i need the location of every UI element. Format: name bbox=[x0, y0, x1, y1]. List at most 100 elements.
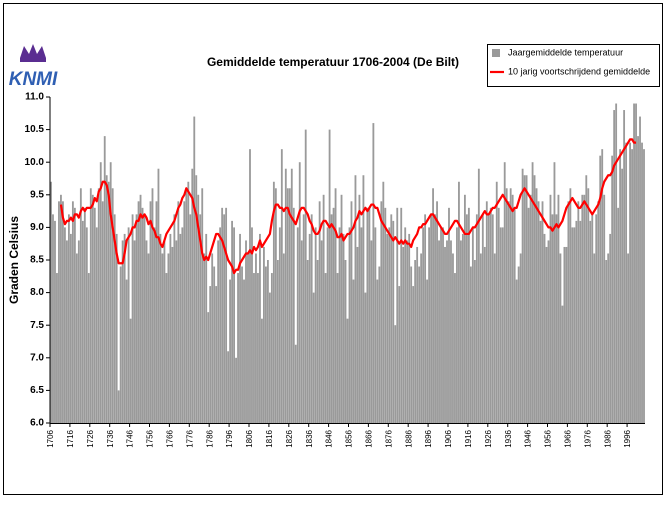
bar bbox=[356, 246, 359, 423]
bar bbox=[292, 207, 295, 423]
bar bbox=[418, 266, 421, 423]
bar bbox=[131, 214, 134, 423]
bar bbox=[177, 201, 180, 423]
x-tick-label: 1726 bbox=[86, 429, 95, 447]
bar bbox=[549, 194, 552, 423]
bar bbox=[591, 214, 594, 423]
x-tick-label: 1976 bbox=[583, 429, 592, 447]
x-tick-label: 1766 bbox=[166, 429, 175, 447]
bar bbox=[54, 220, 56, 423]
bar bbox=[207, 312, 210, 423]
bar bbox=[209, 286, 212, 423]
bar bbox=[633, 103, 635, 424]
bar bbox=[358, 194, 361, 423]
bar bbox=[368, 207, 371, 423]
bar bbox=[493, 253, 496, 423]
bar bbox=[181, 227, 184, 423]
bar bbox=[89, 188, 92, 423]
bar bbox=[282, 253, 285, 423]
bar bbox=[430, 214, 432, 423]
bar bbox=[280, 149, 283, 423]
x-tick-label: 1756 bbox=[146, 429, 155, 447]
bar bbox=[173, 214, 176, 423]
bar bbox=[412, 286, 415, 423]
bar bbox=[107, 181, 110, 423]
bar bbox=[290, 168, 293, 423]
bar bbox=[511, 194, 514, 423]
bar bbox=[621, 168, 624, 423]
bar bbox=[479, 253, 482, 423]
bar bbox=[625, 142, 628, 423]
bar bbox=[229, 279, 232, 423]
x-tick-label: 1806 bbox=[245, 429, 254, 447]
moving-average-line bbox=[59, 138, 637, 275]
y-tick-label: 6.0 bbox=[30, 418, 44, 429]
bar bbox=[109, 162, 112, 423]
bar bbox=[268, 292, 271, 423]
bar bbox=[233, 227, 235, 423]
bar bbox=[501, 227, 504, 423]
bar bbox=[491, 214, 494, 423]
bar bbox=[79, 188, 82, 423]
bar bbox=[635, 103, 637, 424]
y-tick-label: 10.0 bbox=[25, 157, 45, 168]
bar bbox=[406, 240, 409, 423]
bar bbox=[420, 253, 423, 423]
bar bbox=[344, 260, 347, 423]
bar bbox=[111, 188, 114, 423]
x-tick-label: 1916 bbox=[464, 429, 473, 447]
bar bbox=[509, 188, 512, 423]
y-tick-label: 9.0 bbox=[30, 222, 44, 233]
bar bbox=[370, 240, 373, 423]
bar bbox=[485, 201, 488, 423]
bar bbox=[503, 162, 506, 423]
bar bbox=[151, 188, 154, 423]
y-tick-label: 10.5 bbox=[25, 124, 45, 135]
legend-swatch bbox=[492, 49, 500, 57]
bar bbox=[201, 188, 204, 423]
bar bbox=[408, 233, 411, 423]
x-tick-label: 1866 bbox=[364, 429, 373, 447]
bar bbox=[483, 246, 486, 423]
bar bbox=[185, 188, 188, 423]
bar bbox=[573, 227, 576, 423]
bar bbox=[264, 266, 267, 423]
bar bbox=[537, 201, 540, 423]
bar bbox=[328, 129, 331, 423]
bar bbox=[342, 233, 345, 423]
bar bbox=[149, 201, 152, 423]
bar bbox=[298, 162, 301, 423]
bar bbox=[340, 194, 343, 423]
y-tick-label: 9.5 bbox=[30, 189, 44, 200]
x-tick-label: 1886 bbox=[404, 429, 413, 447]
bar bbox=[557, 194, 560, 423]
bar bbox=[465, 214, 468, 423]
x-tick-label: 1956 bbox=[544, 429, 553, 447]
x-tick-label: 1796 bbox=[225, 429, 234, 447]
bar bbox=[601, 149, 604, 423]
bar bbox=[585, 175, 588, 423]
bar bbox=[376, 279, 379, 423]
bar bbox=[147, 253, 150, 423]
bar bbox=[519, 253, 522, 423]
x-tick-label: 1746 bbox=[126, 429, 135, 447]
x-tick-label: 1706 bbox=[46, 429, 55, 447]
bar bbox=[565, 246, 568, 423]
bar bbox=[627, 253, 630, 423]
bar bbox=[137, 201, 140, 423]
x-tick-label: 1786 bbox=[205, 429, 214, 447]
bar bbox=[460, 240, 462, 423]
bar bbox=[505, 188, 508, 423]
bar bbox=[91, 194, 94, 423]
bar bbox=[390, 214, 393, 423]
bar bbox=[211, 253, 214, 423]
bar bbox=[121, 240, 124, 423]
bar bbox=[93, 207, 96, 423]
bar bbox=[306, 260, 309, 423]
bar bbox=[261, 318, 263, 423]
bar bbox=[396, 207, 399, 423]
bar bbox=[197, 194, 200, 423]
bar bbox=[372, 123, 375, 423]
bar bbox=[195, 175, 198, 423]
